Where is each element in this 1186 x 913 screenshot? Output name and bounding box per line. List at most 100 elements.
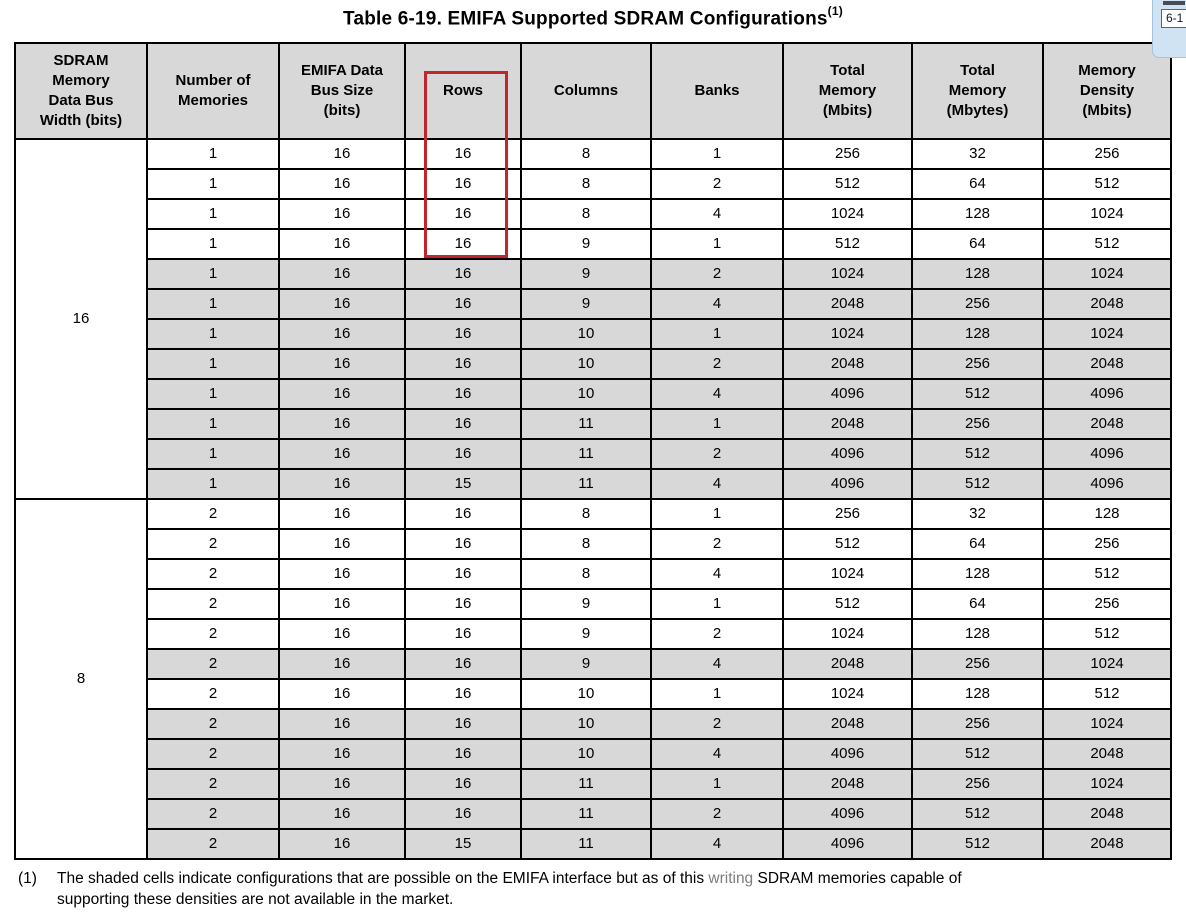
table-cell: 256	[911, 408, 1044, 440]
table-cell: 16	[404, 228, 522, 260]
table-cell: 2	[146, 648, 280, 680]
table-cell: 11	[520, 798, 652, 830]
table-cell: 64	[911, 168, 1044, 200]
table-cell: 16	[404, 198, 522, 230]
table-cell: 1024	[782, 618, 913, 650]
sdram-configurations-table: SDRAM Memory Data Bus Width (bits) Numbe…	[14, 42, 1172, 860]
table-cell: 256	[1042, 138, 1172, 170]
table-cell: 9	[520, 288, 652, 320]
column-header-number-of-memories: Number of Memories	[146, 42, 280, 140]
table-cell: 16	[278, 618, 406, 650]
table-cell: 8	[520, 558, 652, 590]
table-cell: 16	[278, 408, 406, 440]
table-cell: 1	[650, 138, 784, 170]
table-cell: 32	[911, 138, 1044, 170]
table-cell: 1	[650, 408, 784, 440]
column-header-emifa-bus-size: EMIFA Data Bus Size (bits)	[278, 42, 406, 140]
table-cell: 4	[650, 558, 784, 590]
table-cell: 1	[650, 768, 784, 800]
table-cell: 16	[278, 138, 406, 170]
table-row: 1 16 16 9 2 1024 128 1024	[15, 258, 1172, 290]
table-row: 2 16 16 8 4 1024 128 512	[15, 558, 1172, 590]
table-caption: Table 6-19. EMIFA Supported SDRAM Config…	[343, 8, 828, 30]
table-cell: 4096	[1042, 378, 1172, 410]
table-cell: 2	[650, 528, 784, 560]
table-cell: 2	[146, 528, 280, 560]
table-cell: 4096	[1042, 438, 1172, 470]
table-row: 2 16 16 8 2 512 64 256	[15, 528, 1172, 560]
table-cell: 4	[650, 468, 784, 500]
table-cell: 512	[1042, 678, 1172, 710]
table-cell: 16	[278, 318, 406, 350]
table-cell: 16	[278, 228, 406, 260]
table-cell: 2	[146, 798, 280, 830]
table-cell: 1	[146, 198, 280, 230]
table-cell: 16	[404, 318, 522, 350]
footnote-line-1: The shaded cells indicate configurations…	[57, 870, 962, 887]
table-cell: 4096	[782, 738, 913, 770]
table-cell: 2	[650, 618, 784, 650]
header-row: SDRAM Memory Data Bus Width (bits) Numbe…	[14, 42, 1172, 140]
table-cell: 4	[650, 378, 784, 410]
table-cell: 2	[146, 678, 280, 710]
table-cell: 2	[650, 708, 784, 740]
table-cell: 1024	[1042, 318, 1172, 350]
table-cell: 16	[278, 378, 406, 410]
table-cell: 4096	[1042, 468, 1172, 500]
table-cell: 16	[404, 438, 522, 470]
table-cell: 256	[911, 288, 1044, 320]
table-cell: 1024	[1042, 258, 1172, 290]
table-cell: 128	[911, 198, 1044, 230]
table-cell: 10	[520, 348, 652, 380]
table-cell: 2048	[782, 288, 913, 320]
table-row: 2 16 16 11 2 4096 512 2048	[15, 798, 1172, 830]
table-row: 2 16 16 9 2 1024 128 512	[15, 618, 1172, 650]
table-cell: 256	[782, 138, 913, 170]
table-cell: 8	[520, 498, 652, 530]
table-cell: 512	[1042, 228, 1172, 260]
table-cell: 128	[911, 678, 1044, 710]
table-cell: 4	[650, 198, 784, 230]
table-cell: 16	[404, 408, 522, 440]
table-cell: 16	[404, 168, 522, 200]
table-cell: 16	[278, 558, 406, 590]
column-header-total-memory-mbits: Total Memory (Mbits)	[782, 42, 913, 140]
table-cell: 128	[911, 558, 1044, 590]
table-row: 1 16 16 10 4 4096 512 4096	[15, 378, 1172, 410]
table-row: 1 16 16 10 1 1024 128 1024	[15, 318, 1172, 350]
table-cell: 16	[278, 828, 406, 860]
table-cell: 2048	[782, 348, 913, 380]
table-cell: 512	[911, 378, 1044, 410]
table-cell: 256	[1042, 528, 1172, 560]
table-cell: 1	[146, 348, 280, 380]
table-cell: 2	[650, 348, 784, 380]
table-cell: 2	[146, 738, 280, 770]
table-row: 2 16 15 11 4 4096 512 2048	[15, 828, 1172, 860]
column-header-columns: Columns	[520, 42, 652, 140]
table-cell: 512	[911, 738, 1044, 770]
table-cell: 256	[911, 348, 1044, 380]
table-cell: 1	[650, 678, 784, 710]
table-cell: 16	[404, 588, 522, 620]
table-cell: 2048	[1042, 828, 1172, 860]
table-cell: 1	[650, 228, 784, 260]
table-cell: 11	[520, 468, 652, 500]
table-cell: 16	[404, 678, 522, 710]
table-cell: 4096	[782, 438, 913, 470]
table-cell: 1	[146, 168, 280, 200]
table-cell: 2048	[1042, 798, 1172, 830]
table-cell: 16	[278, 468, 406, 500]
table-cell: 8	[520, 138, 652, 170]
table-cell: 1024	[1042, 768, 1172, 800]
table-cell: 128	[1042, 498, 1172, 530]
table-cell: 16	[278, 648, 406, 680]
table-cell: 8	[520, 528, 652, 560]
table-cell: 256	[911, 708, 1044, 740]
table-cell: 256	[911, 768, 1044, 800]
table-cell: 16	[404, 798, 522, 830]
sdram-configurations-table-wrap: SDRAM Memory Data Bus Width (bits) Numbe…	[14, 42, 1172, 860]
column-header-rows: Rows	[404, 42, 522, 140]
table-cell: 16	[278, 708, 406, 740]
table-cell: 4	[650, 288, 784, 320]
table-cell: 2	[146, 588, 280, 620]
